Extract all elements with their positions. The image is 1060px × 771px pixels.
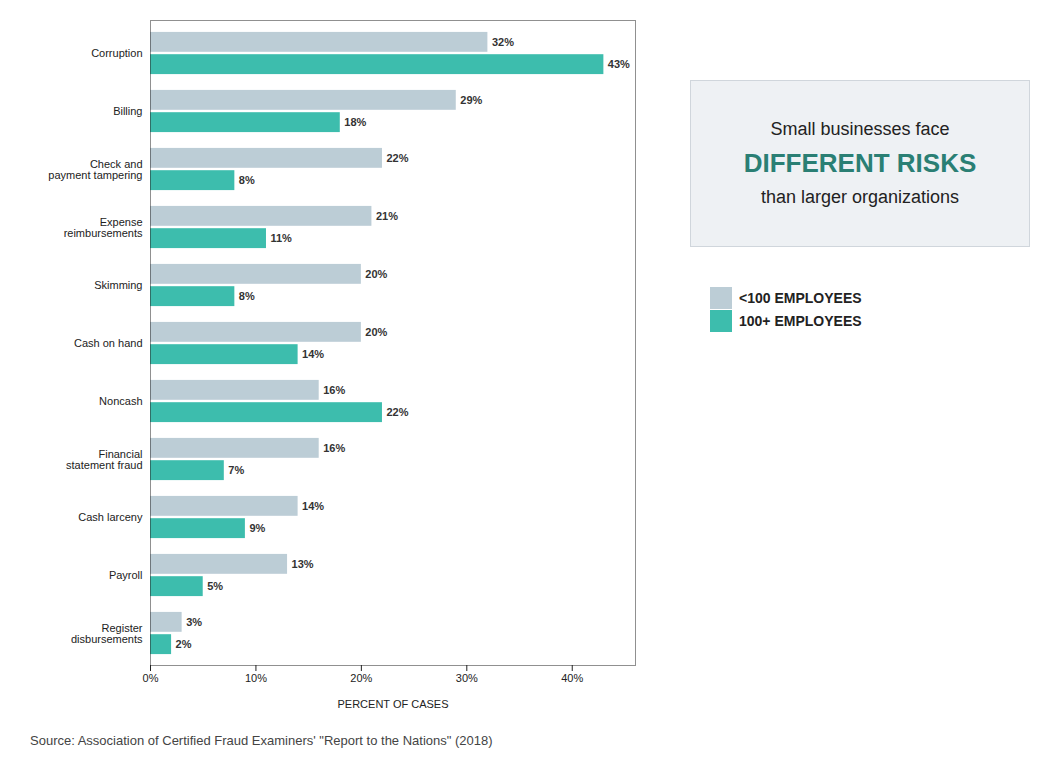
svg-text:11%: 11% [270,232,292,244]
svg-text:5%: 5% [207,580,223,592]
svg-text:Noncash: Noncash [99,395,142,407]
svg-text:8%: 8% [239,174,255,186]
svg-text:14%: 14% [302,500,324,512]
svg-text:43%: 43% [608,58,630,70]
svg-text:8%: 8% [239,290,255,302]
html-text:Source: Association of Certifi: Source: Association of Certified Fraud E… [30,733,493,748]
svg-text:3%: 3% [186,616,202,628]
html-text:DIFFERENT RISKS: DIFFERENT RISKS [743,148,977,178]
svg-text:Billing: Billing [113,105,142,117]
svg-text:22%: 22% [386,152,408,164]
svg-text:10%: 10% [245,672,267,684]
svg-text:0%: 0% [143,672,159,684]
svg-text:20%: 20% [350,672,372,684]
svg-text:32%: 32% [492,36,514,48]
svg-text:PERCENT OF CASES: PERCENT OF CASES [337,698,448,710]
svg-text:Expensereimbursements: Expensereimbursements [64,216,143,239]
svg-text:Payroll: Payroll [109,569,143,581]
svg-text:7%: 7% [228,464,244,476]
svg-text:2%: 2% [176,638,192,650]
svg-text:Skimming: Skimming [94,279,142,291]
svg-text:Cash larceny: Cash larceny [78,511,143,523]
svg-text:30%: 30% [456,672,478,684]
svg-text:Financialstatement fraud: Financialstatement fraud [66,448,142,471]
svg-text:18%: 18% [344,116,366,128]
svg-text:21%: 21% [376,210,398,222]
svg-text:20%: 20% [365,268,387,280]
svg-text:Check andpayment tampering: Check andpayment tampering [48,158,142,181]
svg-text:16%: 16% [323,442,345,454]
svg-text:29%: 29% [460,94,482,106]
svg-text:14%: 14% [302,348,324,360]
html-text:100+ EMPLOYEES: 100+ EMPLOYEES [739,313,862,329]
svg-text:16%: 16% [323,384,345,396]
svg-text:Corruption: Corruption [91,47,142,59]
html-text:<100 EMPLOYEES: <100 EMPLOYEES [739,290,862,306]
svg-text:Cash on hand: Cash on hand [74,337,143,349]
svg-text:Registerdisbursements: Registerdisbursements [71,622,143,645]
svg-text:22%: 22% [386,406,408,418]
html-text:than larger organizations: than larger organizations [760,187,960,207]
html-text:Small businesses face: Small businesses face [770,119,950,139]
svg-text:20%: 20% [365,326,387,338]
svg-text:9%: 9% [249,522,265,534]
svg-text:13%: 13% [292,558,314,570]
svg-text:40%: 40% [561,672,583,684]
